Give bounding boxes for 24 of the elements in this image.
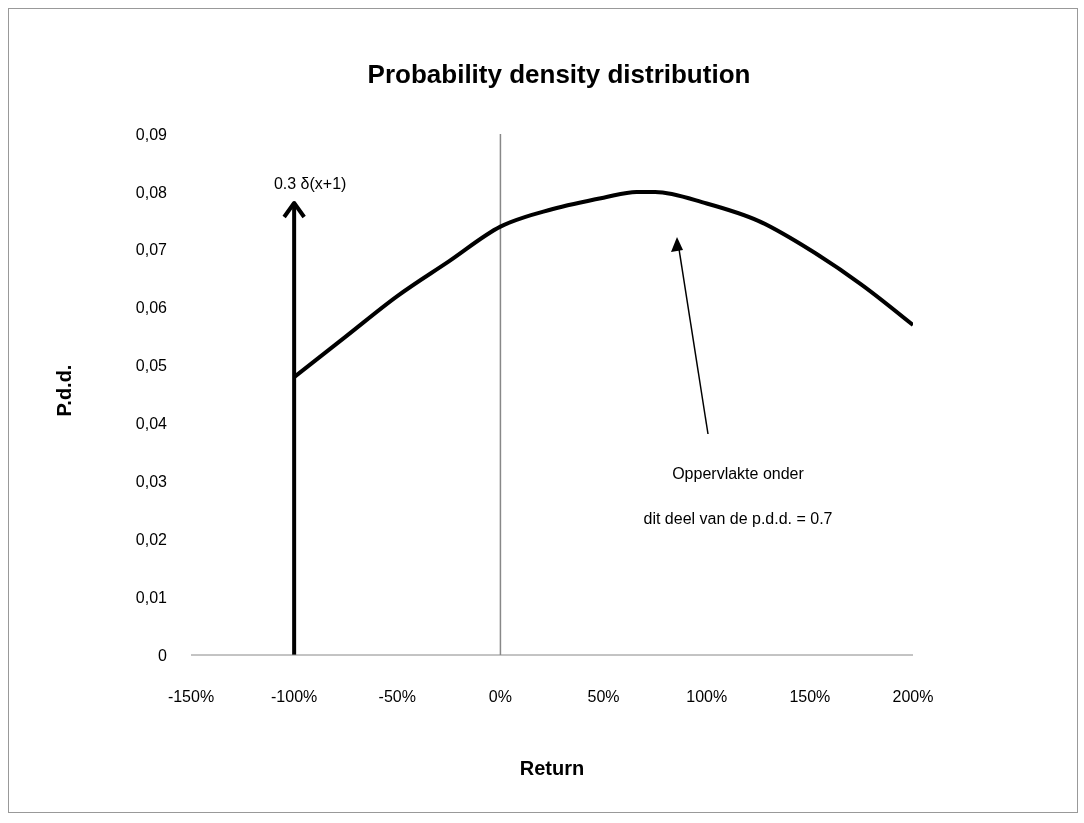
x-tick-label: 200%: [892, 688, 934, 706]
x-tick-label: 50%: [587, 688, 620, 706]
y-tick-label: 0,08: [135, 183, 168, 201]
y-axis-title: P.d.d.: [52, 363, 76, 419]
y-tick-label: 0,03: [135, 473, 168, 491]
y-tick-label: 0,02: [135, 530, 168, 548]
x-tick-label: 100%: [686, 688, 728, 706]
y-tick-label: 0,01: [135, 588, 168, 606]
y-tick-label: 0,04: [135, 415, 168, 433]
x-tick-label: -150%: [167, 688, 215, 706]
ref-line-label: 0.3 δ(x+1): [273, 175, 347, 192]
y-tick-label: 0,05: [135, 357, 168, 375]
chart-title: Probability density distribution: [366, 59, 752, 90]
x-axis-title: Return: [518, 757, 586, 780]
x-tick-label: 0%: [488, 688, 512, 706]
y-tick-label: 0,07: [135, 241, 168, 259]
x-tick-label: -50%: [378, 688, 416, 706]
y-tick-label: 0: [158, 646, 168, 664]
x-tick-label: 150%: [789, 688, 831, 706]
annotation: Oppervlakte onder: [672, 465, 805, 482]
y-tick-label: 0,06: [135, 299, 168, 317]
x-tick-label: -100%: [271, 688, 318, 706]
y-tick-label: 0,09: [135, 125, 168, 143]
annotation: dit deel van de p.d.d. = 0.7: [643, 510, 833, 527]
